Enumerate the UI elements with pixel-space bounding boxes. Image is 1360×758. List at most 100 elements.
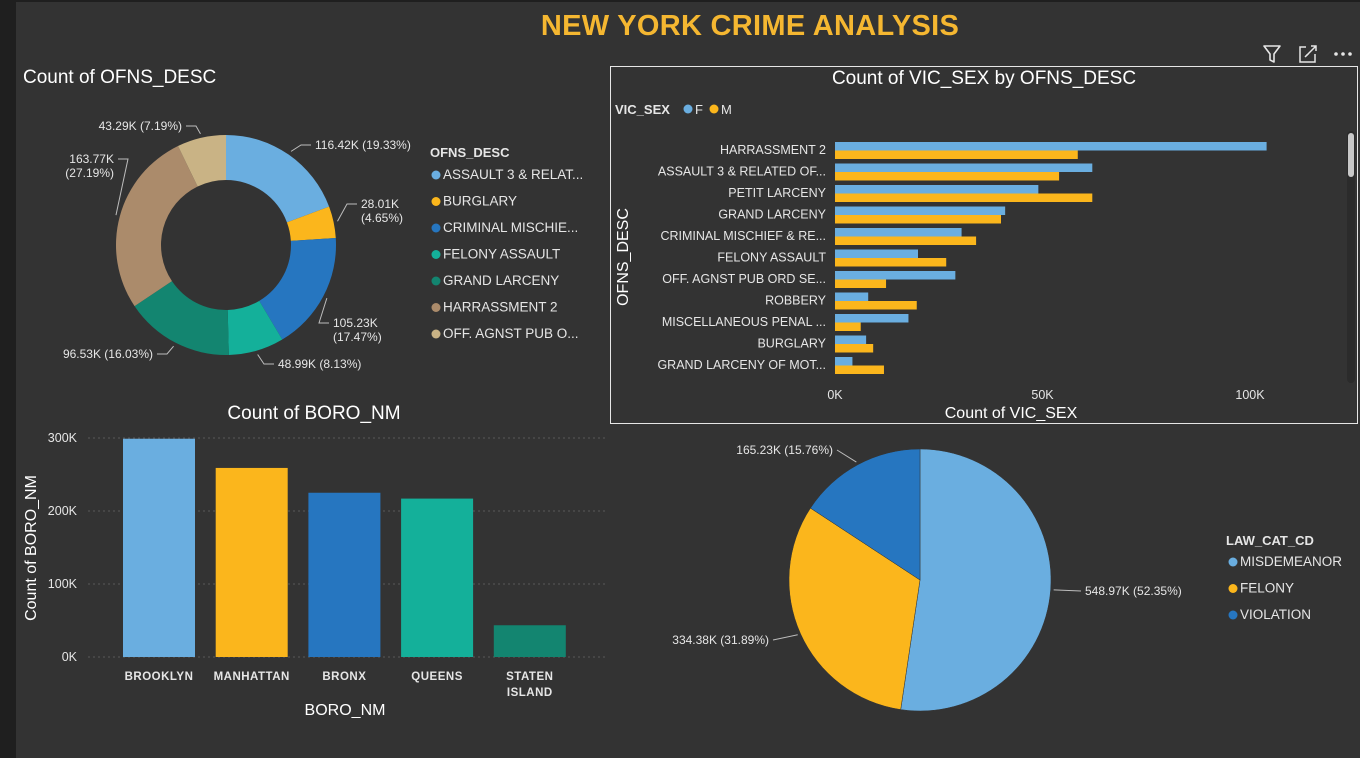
bar-f-miscellaneous-penal[interactable] bbox=[835, 314, 909, 323]
bar-f-felony-assault[interactable] bbox=[835, 249, 918, 259]
x-tick-label: 100K bbox=[1235, 388, 1265, 402]
pie-slice-violation[interactable] bbox=[810, 448, 921, 581]
legend-item-harrassment-2[interactable]: HARRASSMENT 2 bbox=[443, 300, 558, 315]
scrollbar-thumb[interactable] bbox=[1348, 133, 1354, 177]
bar-staten-island[interactable] bbox=[493, 625, 566, 657]
bar-f-grand-larceny[interactable] bbox=[835, 206, 1006, 216]
category-label: FELONY ASSAULT bbox=[717, 251, 826, 265]
donut-data-label: (27.19%) bbox=[65, 166, 114, 180]
category-label: ASSAULT 3 & RELATED OF... bbox=[658, 165, 826, 179]
pie-slice-misdemeanor[interactable] bbox=[900, 448, 1052, 712]
donut-slice-grand-larceny[interactable] bbox=[134, 281, 229, 355]
donut-leader-line bbox=[318, 297, 329, 324]
x-tick-label: 0K bbox=[827, 388, 843, 402]
bar-f-assault-3-related-of[interactable] bbox=[835, 163, 1093, 173]
donut-data-label: 105.23K bbox=[333, 316, 378, 330]
donut-slice-felony-assault[interactable] bbox=[227, 300, 283, 355]
bar-brooklyn[interactable] bbox=[123, 438, 195, 657]
bar-m-felony-assault[interactable] bbox=[835, 258, 947, 267]
bar-m-petit-larceny[interactable] bbox=[835, 193, 1093, 203]
bar-m-robbery[interactable] bbox=[835, 301, 917, 310]
donut-slice-assault-3-relat[interactable] bbox=[226, 135, 330, 223]
left-rail bbox=[0, 0, 16, 758]
category-label: QUEENS bbox=[411, 671, 463, 683]
bar-m-criminal-mischief-re[interactable] bbox=[835, 236, 977, 246]
category-label: ROBBERY bbox=[765, 294, 827, 308]
legend-item-f[interactable]: F bbox=[695, 102, 703, 117]
donut-data-label: 163.77K bbox=[69, 152, 114, 166]
bar-queens[interactable] bbox=[401, 498, 474, 657]
legend-item-assault-3-relat[interactable]: ASSAULT 3 & RELAT... bbox=[443, 167, 583, 182]
donut-slice-criminal-mischie[interactable] bbox=[259, 237, 336, 340]
vic-sex-chart-title: Count of VIC_SEX by OFNS_DESC bbox=[832, 68, 1136, 89]
bar-m-grand-larceny[interactable] bbox=[835, 215, 1001, 224]
bar-f-burglary[interactable] bbox=[835, 335, 867, 345]
donut-slice-burglary[interactable] bbox=[286, 206, 336, 241]
legend-item-violation[interactable]: VIOLATION bbox=[1240, 607, 1311, 622]
ofns-donut-title: Count of OFNS_DESC bbox=[23, 67, 217, 88]
category-label: MISCELLANEOUS PENAL ... bbox=[662, 315, 826, 329]
bar-f-robbery[interactable] bbox=[835, 292, 869, 302]
visual-toolbar bbox=[1260, 42, 1360, 66]
bar-f-grand-larceny-of-mot[interactable] bbox=[835, 357, 853, 366]
scrollbar-track[interactable] bbox=[1347, 131, 1355, 383]
bar-f-harrassment-2[interactable] bbox=[835, 142, 1267, 151]
category-label: GRAND LARCENY bbox=[718, 208, 826, 222]
donut-leader-line bbox=[290, 144, 311, 152]
legend-marker-criminal-mischie bbox=[431, 223, 441, 233]
donut-leader-line bbox=[186, 125, 201, 135]
legend-marker-assault-3-relat bbox=[431, 170, 441, 180]
bar-f-off-agnst-pub-ord-se[interactable] bbox=[835, 271, 956, 280]
pie-leader-line bbox=[836, 449, 857, 463]
legend-item-burglary[interactable]: BURGLARY bbox=[443, 194, 517, 209]
legend-item-off-agnst-pub-o[interactable]: OFF. AGNST PUB O... bbox=[443, 326, 579, 341]
legend-item-criminal-mischie[interactable]: CRIMINAL MISCHIE... bbox=[443, 220, 578, 235]
legend-item-felony-assault[interactable]: FELONY ASSAULT bbox=[443, 247, 560, 262]
vic-sex-legend-title: VIC_SEX bbox=[615, 102, 670, 117]
legend-marker-f bbox=[683, 104, 693, 114]
category-label: OFF. AGNST PUB ORD SE... bbox=[662, 272, 826, 286]
legend-item-misdemeanor[interactable]: MISDEMEANOR bbox=[1240, 554, 1342, 569]
pie-leader-line bbox=[1053, 589, 1082, 592]
x-axis-title: BORO_NM bbox=[305, 702, 386, 719]
legend-marker-burglary bbox=[431, 197, 441, 206]
y-tick-label: 100K bbox=[48, 577, 78, 591]
bar-bronx[interactable] bbox=[308, 492, 381, 657]
boro-bar-chart: Count of BORO_NM 0K 100K 200K 300K BROOKLYN MA… bbox=[23, 403, 606, 719]
category-label: BURGLARY bbox=[757, 337, 826, 351]
category-label: HARRASSMENT 2 bbox=[720, 143, 826, 157]
legend-marker-felony bbox=[1228, 584, 1238, 593]
donut-data-label: 116.42K (19.33%) bbox=[315, 138, 411, 152]
legend-marker-grand-larceny bbox=[431, 276, 441, 286]
more-options-icon[interactable] bbox=[1334, 52, 1352, 56]
category-label: STATEN bbox=[506, 671, 553, 683]
bar-m-off-agnst-pub-ord-se[interactable] bbox=[835, 279, 887, 289]
vic-sex-panel bbox=[610, 66, 1358, 424]
bar-m-miscellaneous-penal[interactable] bbox=[835, 322, 861, 332]
x-axis-title: Count of VIC_SEX bbox=[945, 405, 1078, 422]
category-label: GRAND LARCENY OF MOT... bbox=[657, 358, 826, 372]
bar-manhattan[interactable] bbox=[215, 467, 288, 657]
bar-f-petit-larceny[interactable] bbox=[835, 185, 1039, 194]
bar-m-grand-larceny-of-mot[interactable] bbox=[835, 365, 884, 375]
filter-icon[interactable] bbox=[1263, 45, 1281, 63]
category-label: CRIMINAL MISCHIEF & RE... bbox=[660, 229, 826, 243]
category-label: PETIT LARCENY bbox=[728, 186, 826, 200]
pie-data-label: 165.23K (15.76%) bbox=[736, 443, 833, 457]
bar-f-criminal-mischief-re[interactable] bbox=[835, 228, 962, 237]
bar-m-harrassment-2[interactable] bbox=[835, 150, 1078, 160]
donut-data-label: (4.65%) bbox=[361, 211, 403, 225]
pie-slice-felony[interactable] bbox=[788, 507, 921, 710]
donut-slice-off-agnst-pub-o[interactable] bbox=[177, 135, 226, 187]
legend-item-m[interactable]: M bbox=[721, 102, 732, 117]
legend-item-felony[interactable]: FELONY bbox=[1240, 581, 1294, 596]
legend-item-grand-larceny[interactable]: GRAND LARCENY bbox=[443, 273, 559, 288]
ofns-donut-chart: 116.42K (19.33%) 28.01K(4.65%) 105.23K(17.… bbox=[63, 119, 583, 371]
bar-m-assault-3-related-of[interactable] bbox=[835, 172, 1060, 181]
donut-legend-title: OFNS_DESC bbox=[430, 145, 510, 160]
legend-marker-felony-assault bbox=[431, 250, 441, 259]
donut-slice-harrassment-2[interactable] bbox=[116, 146, 198, 307]
bar-m-burglary[interactable] bbox=[835, 344, 874, 353]
focus-mode-icon[interactable] bbox=[1299, 45, 1317, 63]
donut-data-label: (17.47%) bbox=[333, 330, 382, 344]
